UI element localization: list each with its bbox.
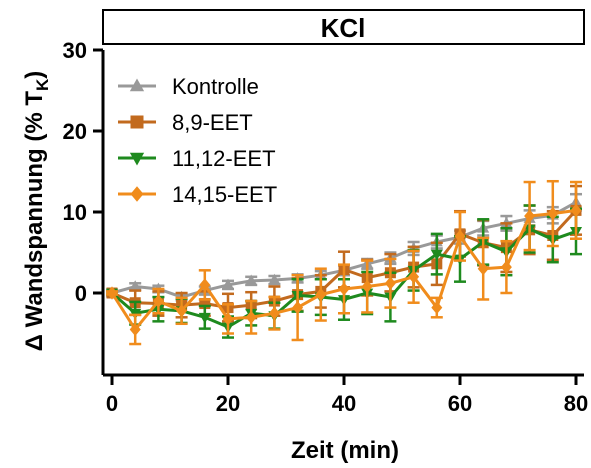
legend-item: Kontrolle bbox=[118, 74, 259, 99]
data-point bbox=[315, 288, 327, 302]
data-point bbox=[106, 286, 118, 300]
data-point bbox=[268, 306, 280, 320]
data-point bbox=[570, 203, 582, 217]
legend: Kontrolle 8,9-EET 11,12-EET 14,15-EET bbox=[118, 74, 277, 207]
legend-marker bbox=[129, 78, 145, 92]
legend-label: Kontrolle bbox=[172, 74, 259, 99]
data-point bbox=[547, 207, 559, 221]
data-point bbox=[245, 310, 257, 324]
x-tick-label: 80 bbox=[564, 391, 588, 416]
data-point bbox=[222, 312, 234, 326]
data-point bbox=[454, 229, 466, 243]
data-point bbox=[245, 274, 258, 286]
legend-item: 11,12-EET bbox=[118, 146, 276, 171]
data-point bbox=[129, 322, 141, 337]
y-axis-title: Δ Wandspannung (% TK) bbox=[21, 71, 52, 352]
data-point bbox=[152, 294, 164, 308]
chart-title: KCl bbox=[321, 13, 366, 43]
data-point bbox=[384, 276, 396, 290]
x-tick-label: 20 bbox=[216, 391, 240, 416]
data-point bbox=[199, 298, 211, 310]
y-axis-title-subscript: K bbox=[33, 78, 52, 91]
y-axis-title-close: ) bbox=[21, 71, 48, 79]
data-point bbox=[129, 280, 142, 291]
data-point bbox=[338, 282, 350, 296]
data-point bbox=[292, 300, 304, 315]
data-point bbox=[199, 278, 211, 292]
x-tick-label: 60 bbox=[448, 391, 472, 416]
y-tick-label: 10 bbox=[63, 200, 87, 225]
x-tick-label: 0 bbox=[106, 391, 118, 416]
data-point bbox=[477, 262, 489, 276]
legend-label: 14,15-EET bbox=[172, 182, 277, 207]
data-point bbox=[268, 273, 281, 285]
data-point bbox=[221, 278, 235, 290]
data-point bbox=[176, 304, 188, 318]
y-tick-label: 20 bbox=[63, 119, 87, 144]
data-point bbox=[198, 312, 211, 324]
legend-marker bbox=[129, 152, 145, 166]
data-point bbox=[431, 300, 443, 315]
series-14,15-EET bbox=[106, 179, 582, 346]
legend-item: 8,9-EET bbox=[118, 110, 253, 135]
data-point bbox=[500, 260, 512, 274]
data-point bbox=[408, 270, 420, 284]
legend-label: 11,12-EET bbox=[172, 146, 276, 171]
y-axis-title-main: Δ Wandspannung (% T bbox=[21, 91, 48, 352]
axes: 0 10 20 30 0 20 40 60 80 bbox=[63, 38, 589, 416]
legend-marker bbox=[130, 186, 144, 202]
legend-item: 14,15-EET bbox=[118, 182, 277, 207]
chart-title-box bbox=[102, 9, 585, 45]
data-point bbox=[430, 249, 443, 261]
legend-marker bbox=[130, 115, 144, 129]
data-point bbox=[361, 279, 373, 294]
x-axis-title: Zeit (min) bbox=[291, 437, 399, 464]
legend-label: 8,9-EET bbox=[172, 110, 253, 135]
plot-area bbox=[105, 179, 583, 346]
y-tick-label: 0 bbox=[75, 281, 87, 306]
y-tick-label: 30 bbox=[63, 38, 87, 63]
x-tick-label: 40 bbox=[332, 391, 356, 416]
data-point bbox=[524, 209, 536, 223]
